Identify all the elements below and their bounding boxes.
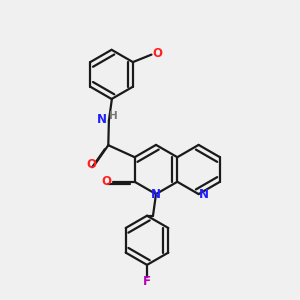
Text: N: N	[150, 188, 161, 202]
Text: O: O	[101, 175, 112, 188]
Text: N: N	[97, 113, 107, 126]
Text: N: N	[199, 188, 209, 201]
Text: O: O	[86, 158, 96, 171]
Text: F: F	[142, 275, 150, 288]
Text: O: O	[152, 47, 162, 60]
Text: H: H	[109, 111, 118, 122]
